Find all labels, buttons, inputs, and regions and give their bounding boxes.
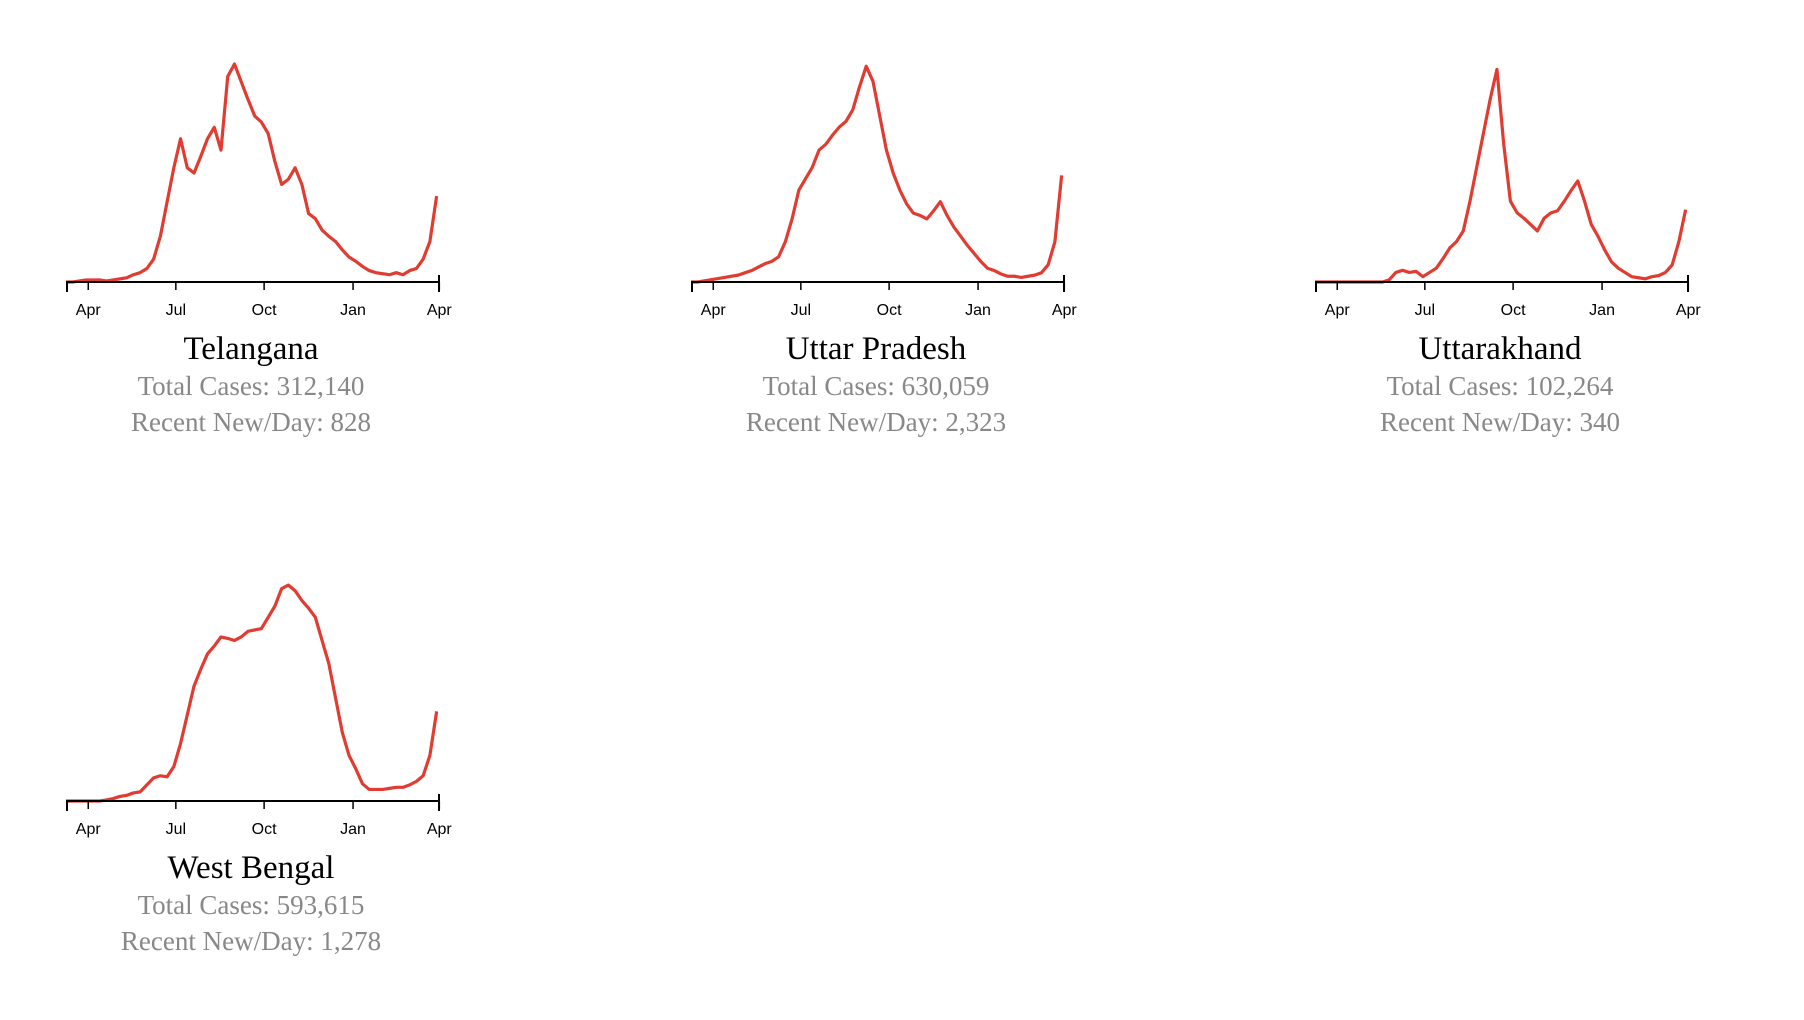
x-tick-label: Jul xyxy=(1415,302,1435,319)
recent-new-per-day: Recent New/Day: 1,278 xyxy=(121,926,381,956)
x-tick-label: Oct xyxy=(252,821,277,838)
total-cases: Total Cases: 593,615 xyxy=(138,890,365,920)
total-cases: Total Cases: 312,140 xyxy=(138,371,365,401)
panel-title: Uttarakhand xyxy=(1418,331,1582,367)
x-tick-label: Jan xyxy=(340,821,366,838)
recent-new-per-day: Recent New/Day: 828 xyxy=(131,407,371,437)
series-line xyxy=(1315,67,1688,284)
x-tick-label: Jul xyxy=(791,302,811,319)
x-tick-label: Oct xyxy=(877,302,902,319)
x-tick-label: Apr xyxy=(1052,302,1078,319)
x-tick-label: Oct xyxy=(1501,302,1526,319)
x-tick-label: Jul xyxy=(166,821,186,838)
x-tick-label: Apr xyxy=(76,302,102,319)
x-tick-label: Jul xyxy=(166,302,186,319)
x-tick-label: Apr xyxy=(427,302,453,319)
recent-new-per-day: Recent New/Day: 2,323 xyxy=(746,407,1006,437)
recent-new-per-day: Recent New/Day: 340 xyxy=(1380,407,1620,437)
total-cases: Total Cases: 102,264 xyxy=(1387,371,1614,401)
x-tick-label: Apr xyxy=(1325,302,1351,319)
total-cases: Total Cases: 630,059 xyxy=(763,371,990,401)
x-tick-label: Apr xyxy=(701,302,727,319)
series-line xyxy=(691,64,1064,284)
panel-title: West Bengal xyxy=(168,850,335,886)
series-line xyxy=(66,62,439,284)
x-tick-label: Apr xyxy=(76,821,102,838)
x-tick-label: Jan xyxy=(340,302,366,319)
x-tick-label: Oct xyxy=(252,302,277,319)
x-tick-label: Jan xyxy=(1589,302,1615,319)
x-tick-label: Jan xyxy=(965,302,991,319)
x-tick-label: Apr xyxy=(427,821,453,838)
panel-title: Uttar Pradesh xyxy=(786,331,967,367)
panel-title: Telangana xyxy=(183,331,318,367)
x-tick-label: Apr xyxy=(1676,302,1702,319)
series-line xyxy=(66,583,439,803)
